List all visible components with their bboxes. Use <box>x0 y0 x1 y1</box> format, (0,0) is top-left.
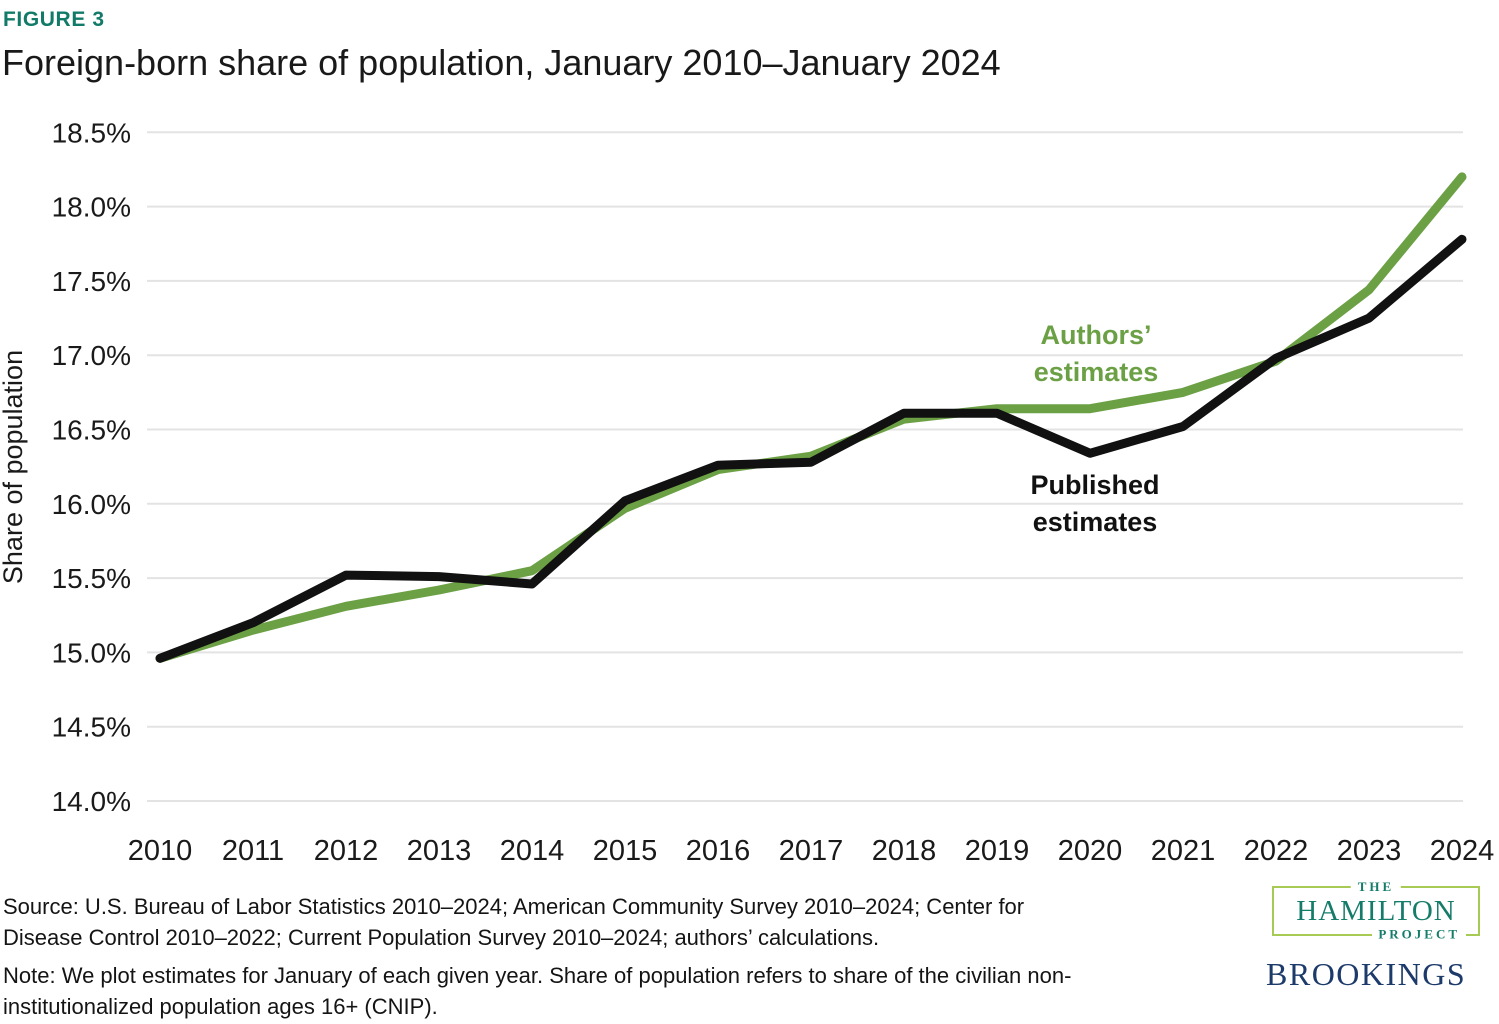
note-text-line1: Note: We plot estimates for January of e… <box>3 963 1072 988</box>
y-tick-label: 14.5% <box>52 712 131 743</box>
hamilton-logo-project: PROJECT <box>1372 926 1466 943</box>
authors-estimates-label-line1: Authors’ <box>1040 320 1152 350</box>
y-tick-label: 15.5% <box>52 563 131 594</box>
x-tick-label: 2015 <box>593 835 658 867</box>
published-estimates-line <box>155 234 1467 663</box>
hamilton-logo-the: THE <box>1350 879 1402 896</box>
x-tick-label: 2020 <box>1058 835 1123 867</box>
x-tick-label: 2011 <box>222 835 284 867</box>
x-tick-label: 2013 <box>407 835 472 867</box>
y-tick-label: 18.0% <box>52 192 131 223</box>
y-tick-label: 17.5% <box>52 266 131 297</box>
x-tick-label: 2023 <box>1337 835 1402 867</box>
note-text: Note: We plot estimates for January of e… <box>3 960 1071 1022</box>
x-tick-label: 2021 <box>1151 835 1216 867</box>
x-tick-label: 2010 <box>128 835 193 867</box>
source-text-line1: Source: U.S. Bureau of Labor Statistics … <box>3 894 1025 919</box>
x-tick-label: 2012 <box>314 835 379 867</box>
y-tick-label: 14.0% <box>52 786 131 817</box>
x-tick-label: 2024 <box>1430 835 1495 867</box>
x-tick-label: 2019 <box>965 835 1030 867</box>
hamilton-logo-name: HAMILTON <box>1296 895 1456 927</box>
published-estimates-label-line1: Published <box>1030 470 1160 500</box>
y-tick-label: 18.5% <box>52 117 131 148</box>
brookings-logo: BROOKINGS <box>1266 956 1467 992</box>
authors-estimates-line <box>155 172 1467 663</box>
x-tick-label: 2018 <box>872 835 937 867</box>
x-tick-label: 2016 <box>686 835 751 867</box>
published-estimates-label: Published estimates <box>1030 467 1159 541</box>
figure-label: FIGURE 3 <box>3 8 105 31</box>
y-tick-label: 15.0% <box>52 637 131 668</box>
authors-estimates-label-line2: estimates <box>1033 357 1159 387</box>
note-text-line2: institutionalized population ages 16+ (C… <box>3 994 438 1019</box>
y-axis-title: Share of population <box>0 350 28 584</box>
x-tick-label: 2022 <box>1244 835 1309 867</box>
source-text-line2: Disease Control 2010–2022; Current Popul… <box>3 925 880 950</box>
line-chart: 14.0% 14.5% 15.0% 15.5% 16.0% 16.5% 17.0% 17.5%… <box>0 117 1495 867</box>
chart-title: Foreign-born share of population, Januar… <box>2 42 1001 83</box>
authors-estimates-label: Authors’ estimates <box>1034 317 1159 391</box>
x-tick-label: 2017 <box>779 835 844 867</box>
published-estimates-label-line2: estimates <box>1032 507 1158 537</box>
source-text: Source: U.S. Bureau of Labor Statistics … <box>3 891 1024 953</box>
y-tick-label: 17.0% <box>52 340 131 371</box>
hamilton-project-logo: HAMILTON THE PROJECT <box>1272 879 1480 943</box>
y-tick-label: 16.0% <box>52 489 131 520</box>
x-tick-label: 2014 <box>500 835 565 867</box>
y-tick-label: 16.5% <box>52 415 131 446</box>
